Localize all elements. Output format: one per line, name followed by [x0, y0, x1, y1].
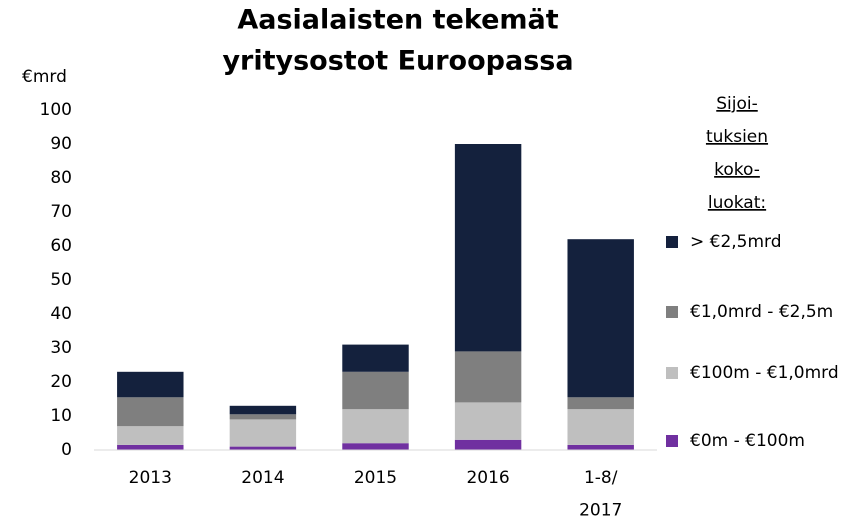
bar-segment [454, 439, 522, 450]
y-tick-label: 20 [50, 372, 72, 392]
bar-segment [229, 446, 297, 450]
bar-segment [117, 371, 184, 398]
chart-title: yritysostot Euroopassa [222, 46, 573, 77]
bar-segment [454, 402, 522, 440]
bar-segment [342, 409, 409, 444]
legend-title: tuksien [706, 127, 768, 147]
y-tick-label: 10 [50, 406, 72, 426]
y-axis-label: €mrd [22, 67, 67, 87]
legend-label: €0m - €100m [690, 431, 805, 451]
y-tick-label: 40 [50, 304, 72, 324]
y-tick-label: 0 [61, 440, 72, 460]
x-tick-label: 2015 [354, 468, 397, 488]
bar-segment [567, 397, 634, 410]
legend-label: €1,0mrd - €2,5m [690, 302, 833, 322]
bar-segment [567, 409, 634, 445]
bar-segment [117, 426, 184, 445]
bar-segment [229, 405, 297, 415]
legend-swatch [666, 236, 678, 248]
bar-segment [229, 414, 297, 420]
y-tick-label: 80 [50, 168, 72, 188]
bar-segment [567, 444, 634, 450]
bar-segment [454, 144, 522, 352]
bar-segment [117, 444, 184, 450]
y-tick-label: 60 [50, 236, 72, 256]
legend-title: Sijoi- [716, 94, 758, 114]
bar-segment [117, 397, 184, 427]
x-tick-label: 2014 [241, 468, 284, 488]
y-tick-label: 90 [50, 134, 72, 154]
bar-segment [567, 239, 634, 398]
legend-title: koko- [714, 160, 760, 180]
y-tick-label: 100 [40, 100, 72, 120]
legend-swatch [666, 435, 678, 447]
y-tick-label: 70 [50, 202, 72, 222]
bar-segment [454, 351, 522, 403]
y-tick-label: 30 [50, 338, 72, 358]
legend-title: luokat: [708, 193, 766, 213]
x-tick-label: 1-8/2017 [579, 468, 622, 519]
bar-segment [342, 371, 409, 410]
legend-swatch [666, 367, 678, 379]
legend-swatch [666, 306, 678, 318]
legend-label: €100m - €1,0mrd [690, 363, 839, 383]
chart-title: Aasialaisten tekemät [237, 5, 558, 36]
bar-segment [342, 344, 409, 372]
legend-label: > €2,5mrd [690, 232, 782, 252]
x-tick-label: 2013 [129, 468, 172, 488]
bar-segment [342, 443, 409, 450]
x-tick-label: 2016 [466, 468, 509, 488]
bar-segment [229, 419, 297, 447]
y-tick-label: 50 [50, 270, 72, 290]
